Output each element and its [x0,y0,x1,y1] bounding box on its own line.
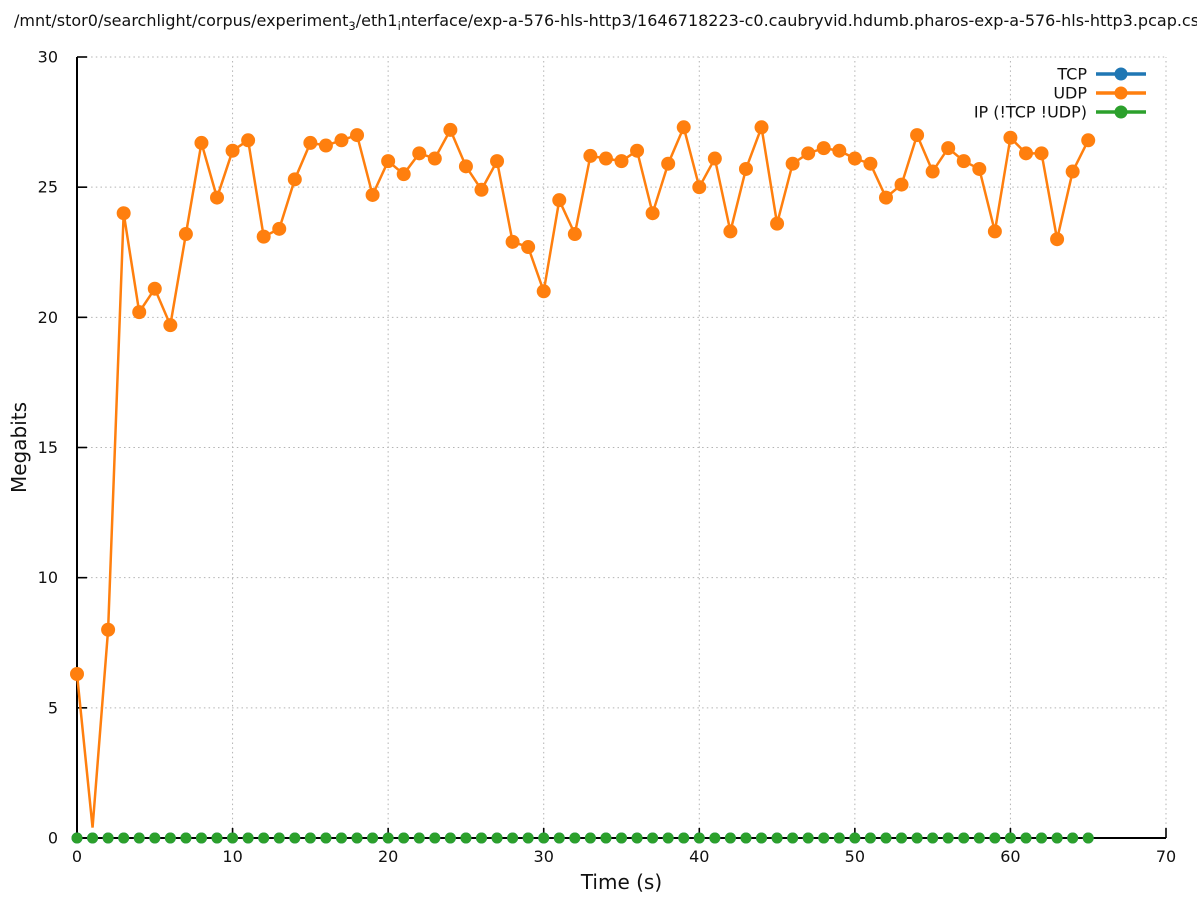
legend-marker-sample [1114,86,1128,100]
legend-marker-sample [1114,67,1128,81]
markers-ip [71,832,1094,844]
axes [76,56,1167,839]
x-tick-label: 70 [1156,847,1176,866]
chart-title: /mnt/stor0/searchlight/corpus/experiment… [14,11,1197,33]
chart-title-part2: /eth1 [355,11,398,30]
markers-udp [70,120,1096,681]
chart-title-part1: /mnt/stor0/searchlight/corpus/experiment [14,11,349,30]
x-axis-label: Time (s) [580,870,662,894]
chart-title-part3: nterface/exp-a-576-hls-http3/1646718223-… [400,11,1197,30]
y-tick-label: 5 [48,698,58,717]
legend-marker-sample [1114,105,1128,119]
y-tick-label: 0 [48,829,58,848]
y-tick-label: 15 [38,438,58,457]
x-tick-label: 60 [1000,847,1020,866]
line-udp [75,122,1090,828]
x-tick-label: 40 [689,847,709,866]
x-tick-label: 0 [72,847,82,866]
x-tick-label: 50 [845,847,865,866]
chart-title-sub2: i [397,19,401,34]
y-axis-label: Megabits [7,402,31,493]
y-tick-label: 20 [38,308,58,327]
y-tick-label: 30 [38,48,58,67]
grid [77,56,1167,838]
y-tick-label: 10 [38,568,58,587]
legend-entry-udp: UDP [1053,84,1146,103]
legend-entry-tcp: TCP [1056,65,1146,84]
x-tick-label: 10 [222,847,242,866]
x-tick-label: 20 [378,847,398,866]
legend-entry-ip-tcp-udp-: IP (!TCP !UDP) [974,103,1146,122]
legend-label: IP (!TCP !UDP) [974,103,1087,122]
x-tick-label: 30 [534,847,554,866]
y-tick-label: 25 [38,178,58,197]
legend-label: TCP [1056,65,1087,84]
chart-title-sub1: 3 [348,19,356,34]
tick-labels: 0 10 20 30 40 50 60 70 0 5 10 15 20 25 30 [38,48,1177,867]
legend-label: UDP [1053,84,1087,103]
axis-labels: Time (s) Megabits [7,402,662,894]
